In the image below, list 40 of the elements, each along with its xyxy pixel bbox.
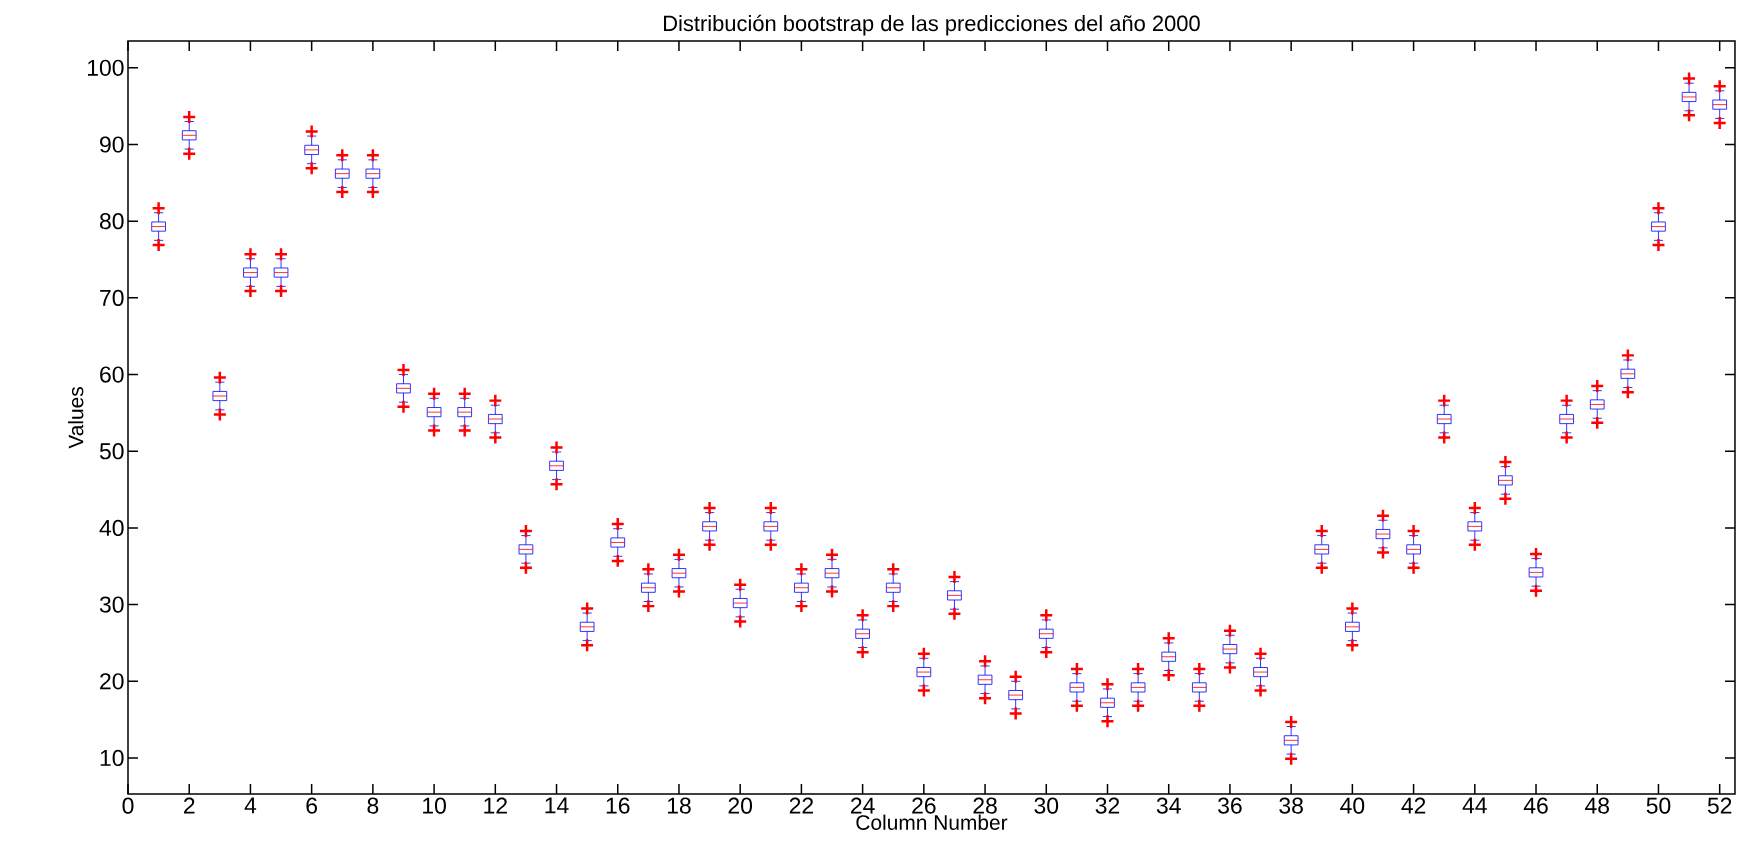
y-tick-label: 60 <box>100 366 124 383</box>
y-tick-label: 10 <box>100 749 124 767</box>
x-tick-label: 18 <box>667 797 691 814</box>
x-tick-label: 48 <box>1585 797 1609 814</box>
x-tick-label: 36 <box>1218 797 1242 814</box>
x-tick-label: 2 <box>184 797 195 814</box>
x-tick-label: 46 <box>1523 797 1548 814</box>
x-tick-label: 40 <box>1340 797 1365 814</box>
y-tick-label: 50 <box>99 443 124 460</box>
x-tick-label: 20 <box>728 797 753 814</box>
x-tick-label: 4 <box>244 797 257 814</box>
x-tick-label: 14 <box>545 797 569 814</box>
x-tick-label: 52 <box>1707 797 1732 814</box>
chart-title: Distribución bootstrap de las predicciones del año 2000 <box>664 14 1200 36</box>
y-tick-label: 100 <box>88 59 124 76</box>
x-tick-label: 42 <box>1401 797 1426 814</box>
y-tick-label: 90 <box>100 136 124 153</box>
x-tick-label: 34 <box>1156 797 1181 814</box>
x-tick-label: 10 <box>423 797 446 814</box>
x-tick-label: 24 <box>851 797 875 814</box>
x-tick-label: 22 <box>789 797 813 814</box>
x-tick-label: 32 <box>1095 797 1120 814</box>
y-tick-label: 80 <box>99 213 124 230</box>
y-tick-label: 40 <box>99 519 124 537</box>
x-tick-label: 38 <box>1279 797 1303 814</box>
x-tick-label: 44 <box>1462 797 1487 814</box>
y-tick-label: 70 <box>100 289 124 306</box>
x-axis-title: Column Number <box>856 814 1008 830</box>
x-tick-label: 0 <box>122 797 134 814</box>
x-tick-label: 28 <box>973 797 997 814</box>
x-tick-label: 6 <box>306 797 318 814</box>
y-axis-title: Values <box>68 387 84 449</box>
x-tick-label: 12 <box>484 797 507 814</box>
x-tick-label: 26 <box>912 797 936 814</box>
y-tick-label: 20 <box>100 673 124 690</box>
y-tick-label: 30 <box>99 596 124 613</box>
x-tick-label: 8 <box>367 797 379 814</box>
x-tick-label: 16 <box>606 797 630 814</box>
x-tick-label: 30 <box>1034 797 1059 814</box>
x-tick-label: 50 <box>1646 797 1671 814</box>
